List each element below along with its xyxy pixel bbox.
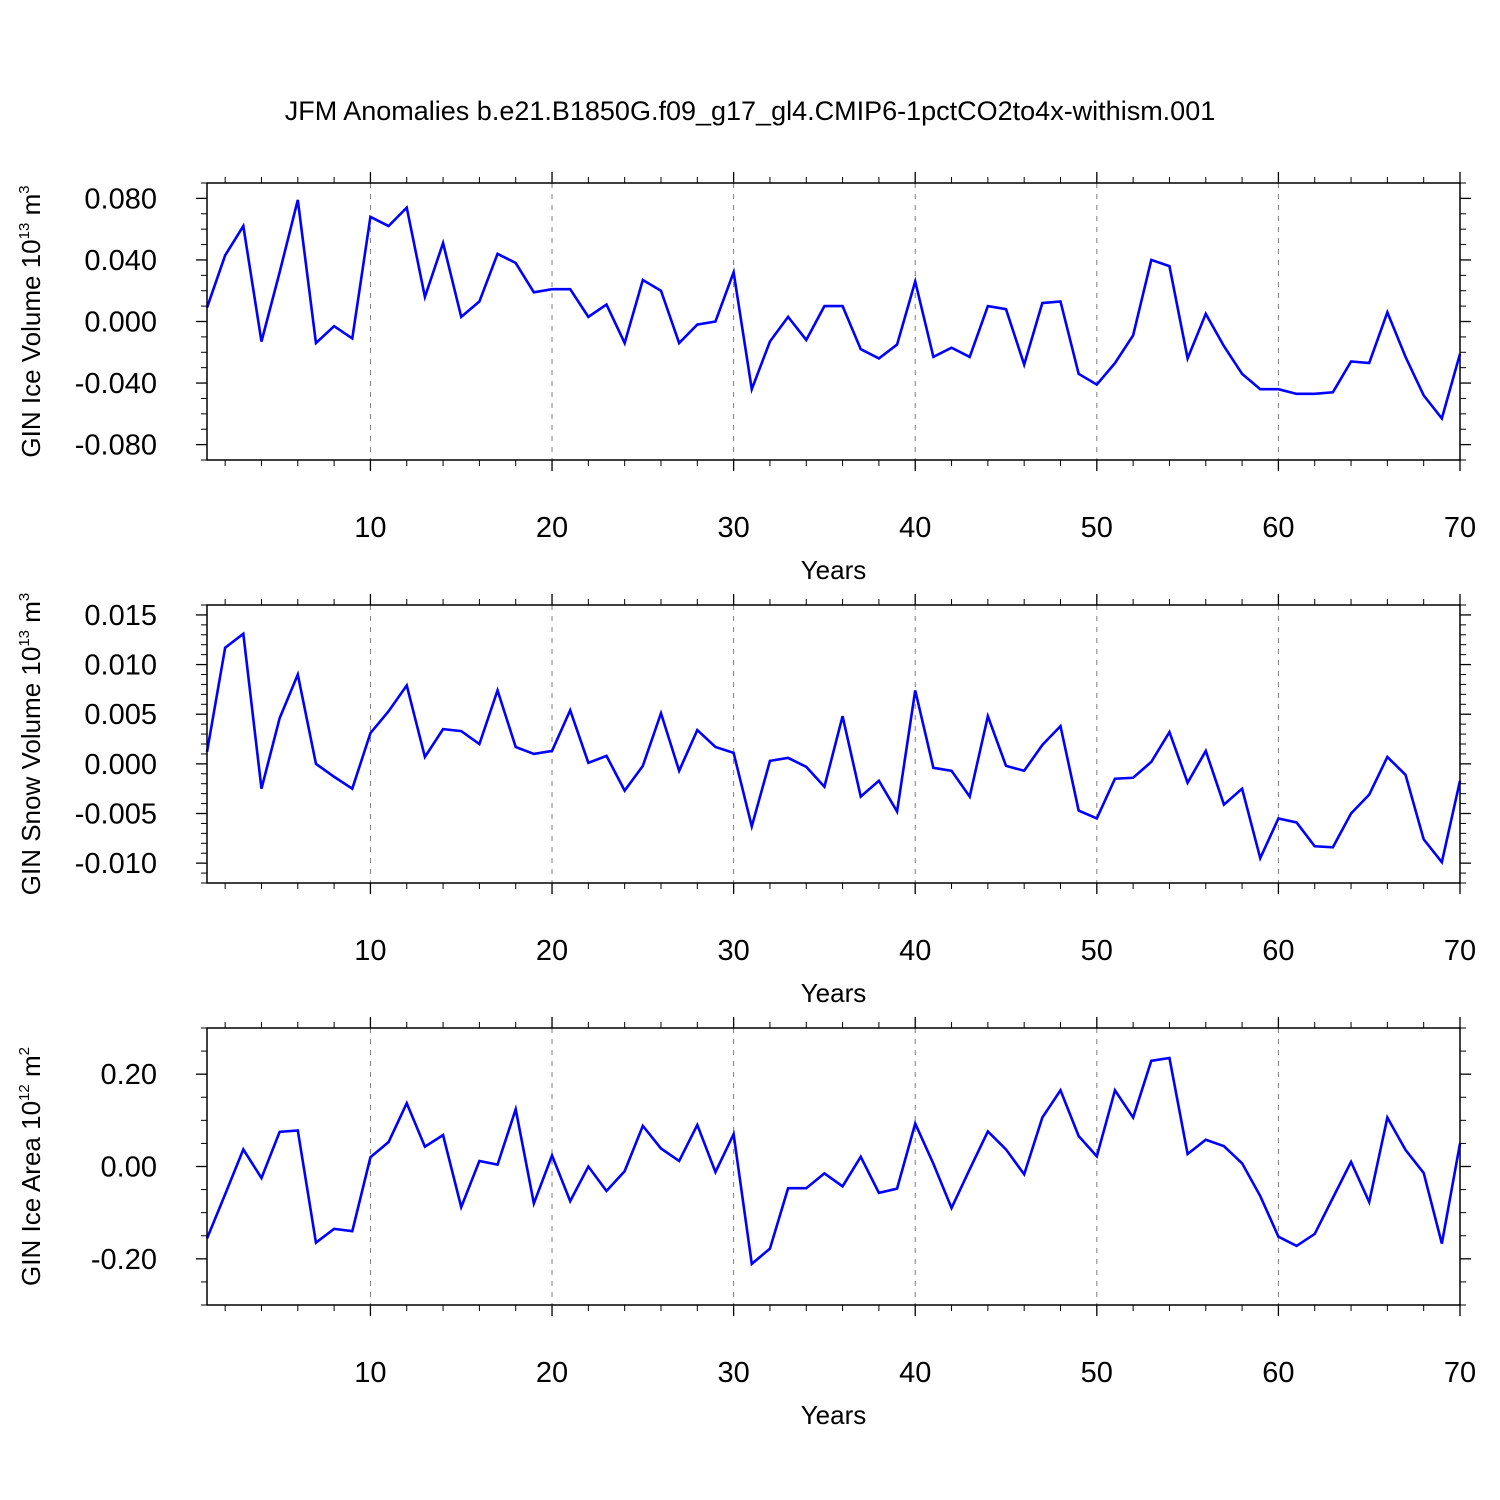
- plot-frame: [206, 604, 1461, 884]
- y-axis-title-unit-exponent: 2: [16, 1047, 33, 1055]
- x-tick-label-10: 10: [354, 1357, 386, 1389]
- y-axis-title: GIN Ice Volume 1013 m3: [16, 185, 46, 457]
- y-tick-label-0p005: 0.005: [84, 699, 157, 731]
- y-tick-label-0p2: 0.20: [101, 1059, 157, 1091]
- x-tick-label-60: 60: [1262, 935, 1294, 967]
- y-axis-title-unit: m: [16, 601, 46, 630]
- y-axis-title-unit-exponent: 3: [16, 185, 33, 193]
- x-tick-label-70: 70: [1444, 512, 1476, 544]
- y-axis-title-base: GIN Ice Volume 10: [16, 239, 46, 457]
- series-line: [205, 199, 1462, 422]
- y-tick-label-m0p005: -0.005: [75, 799, 157, 831]
- y-tick-label-m0p04: -0.040: [75, 368, 157, 400]
- y-tick-label-m0p08: -0.080: [75, 430, 157, 462]
- x-tick-label-40: 40: [899, 512, 931, 544]
- y-tick-label-m0p2: -0.20: [91, 1244, 157, 1276]
- x-tick-label-50: 50: [1081, 512, 1113, 544]
- x-tick-label-40: 40: [899, 935, 931, 967]
- x-axis-title: Years: [801, 1400, 867, 1430]
- y-axis-title-base: GIN Ice Area 10: [16, 1101, 46, 1286]
- x-tick-label-10: 10: [354, 935, 386, 967]
- y-tick-label-0p01: 0.010: [84, 650, 157, 682]
- y-axis-title: GIN Snow Volume 1013 m3: [16, 593, 46, 896]
- x-tick-label-20: 20: [536, 512, 568, 544]
- y-tick-label-0: 0.00: [101, 1152, 157, 1184]
- y-axis-title-unit-exponent: 3: [16, 593, 33, 601]
- x-tick-label-60: 60: [1262, 1357, 1294, 1389]
- x-tick-label-20: 20: [536, 1357, 568, 1389]
- x-tick-label-50: 50: [1081, 1357, 1113, 1389]
- x-tick-label-70: 70: [1444, 935, 1476, 967]
- series-line: [205, 631, 1462, 866]
- y-tick-label-m0p01: -0.010: [75, 848, 157, 880]
- x-tick-label-30: 30: [717, 1357, 749, 1389]
- x-tick-label-50: 50: [1081, 935, 1113, 967]
- x-axis-title: Years: [801, 555, 867, 585]
- y-tick-label-0p04: 0.040: [84, 245, 157, 277]
- x-tick-label-10: 10: [354, 512, 386, 544]
- y-axis-title-exponent: 13: [16, 223, 33, 240]
- y-axis-title-exponent: 13: [16, 630, 33, 647]
- plot-frame: [206, 1027, 1461, 1306]
- series-line: [205, 1056, 1462, 1267]
- panel-gin-ice-area: 10 20 30 40 50 60 70 -0.20 0.00 0.20 Years GIN Ice …: [16, 1017, 1476, 1430]
- y-tick-label-0: 0.000: [84, 307, 157, 339]
- y-tick-label-0: 0.000: [84, 749, 157, 781]
- y-axis-title-unit: m: [16, 1055, 46, 1084]
- y-tick-label-0p015: 0.015: [84, 600, 157, 632]
- x-tick-label-60: 60: [1262, 512, 1294, 544]
- y-axis-title-exponent: 12: [16, 1084, 33, 1101]
- x-tick-label-20: 20: [536, 935, 568, 967]
- panel-gin-snow-volume: 10 20 30 40 50 60 70 -0.010 -0.005 0.000 0.005 0.01…: [16, 593, 1476, 1008]
- plot-frame: [206, 182, 1461, 461]
- x-tick-label-30: 30: [717, 935, 749, 967]
- y-axis-title: GIN Ice Area 1012 m2: [16, 1047, 46, 1286]
- x-axis-title: Years: [801, 978, 867, 1008]
- y-axis-title-unit: m: [16, 194, 46, 223]
- x-tick-label-70: 70: [1444, 1357, 1476, 1389]
- x-tick-label-40: 40: [899, 1357, 931, 1389]
- panel-gin-ice-volume: 10 20 30 40 50 60 70 -0.080 -0.040 0.000 0.040 0.08…: [16, 172, 1476, 585]
- x-tick-label-30: 30: [717, 512, 749, 544]
- y-axis-title-base: GIN Snow Volume 10: [16, 647, 46, 896]
- y-tick-label-0p08: 0.080: [84, 183, 157, 215]
- figure-title: JFM Anomalies b.e21.B1850G.f09_g17_gl4.C…: [285, 96, 1216, 126]
